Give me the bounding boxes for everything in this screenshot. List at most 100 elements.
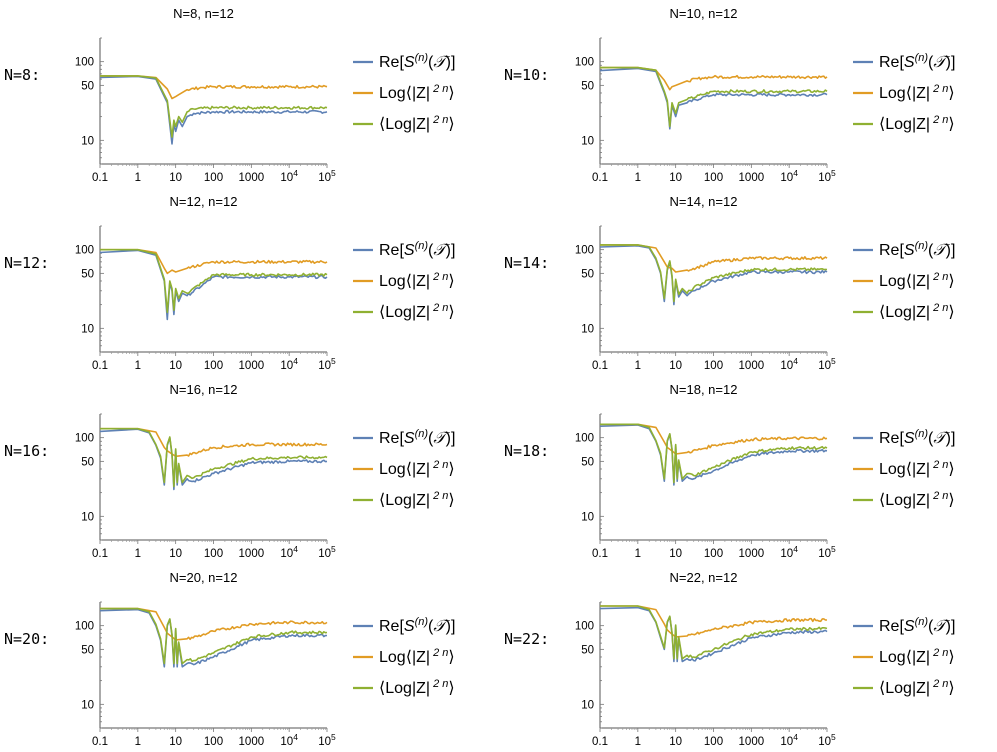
x-tick-label: 1000 xyxy=(239,360,265,372)
x-tick-label: 1 xyxy=(135,172,141,184)
legend-label: ⟨Log|Z| 2 n⟩ xyxy=(379,490,455,509)
x-tick-label: 100 xyxy=(204,360,223,372)
y-tick-label: 10 xyxy=(581,699,594,711)
x-tick-label: 100 xyxy=(204,736,223,748)
legend-label: Log⟨|Z| 2 n⟩ xyxy=(379,459,455,478)
series-line-mean_log xyxy=(600,66,828,128)
x-tick-label: 104 xyxy=(780,168,798,184)
x-tick-label: 100 xyxy=(704,360,723,372)
x-tick-label: 0.1 xyxy=(592,360,608,372)
x-tick-label: 105 xyxy=(318,544,336,560)
x-tick-label: 0.1 xyxy=(592,736,608,748)
series-line-re xyxy=(99,75,328,145)
x-tick-label: 104 xyxy=(280,168,298,184)
series-line-log_mean xyxy=(600,66,828,91)
x-tick-label: 0.1 xyxy=(92,360,108,372)
series-line-mean_log xyxy=(100,75,328,138)
x-tick-label: 1000 xyxy=(239,736,265,748)
x-tick-label: 105 xyxy=(318,168,336,184)
legend-label: Log⟨|Z| 2 n⟩ xyxy=(879,459,955,478)
series-line-log_mean xyxy=(100,607,328,641)
legend-label: Re[S(n)(𝒯)] xyxy=(879,52,955,71)
y-tick-label: 100 xyxy=(575,621,594,633)
x-tick-label: 1000 xyxy=(739,548,765,560)
x-tick-label: 1 xyxy=(635,360,641,372)
x-tick-label: 105 xyxy=(318,732,336,748)
y-tick-label: 100 xyxy=(575,433,594,445)
x-tick-label: 100 xyxy=(704,172,723,184)
x-tick-label: 104 xyxy=(280,356,298,372)
y-tick-label: 10 xyxy=(581,135,594,147)
x-tick-label: 10 xyxy=(169,736,182,748)
x-tick-label: 104 xyxy=(280,732,298,748)
x-tick-label: 10 xyxy=(669,548,682,560)
chart-panel: N=14: N=14, n=12 10 50 100 0.1 1 10 100 1000 104 10… xyxy=(504,194,955,372)
y-tick-label: 100 xyxy=(75,245,94,257)
x-tick-label: 1 xyxy=(135,360,141,372)
x-tick-label: 104 xyxy=(280,544,298,560)
y-tick-label: 50 xyxy=(581,456,594,468)
chart-panel: N=10: N=10, n=12 10 50 100 0.1 1 10 100 1000 104 10… xyxy=(504,6,955,184)
y-tick-label: 10 xyxy=(581,323,594,335)
row-label: N=22: xyxy=(504,630,549,648)
chart-title: N=14, n=12 xyxy=(670,194,738,209)
chart-panel: N=18: N=18, n=12 10 50 100 0.1 1 10 100 1000 104 10… xyxy=(504,382,955,560)
y-tick-label: 50 xyxy=(81,80,94,92)
y-tick-label: 10 xyxy=(81,323,94,335)
x-tick-label: 1 xyxy=(135,548,141,560)
y-tick-label: 100 xyxy=(575,245,594,257)
legend-label: ⟨Log|Z| 2 n⟩ xyxy=(879,678,955,697)
y-tick-label: 50 xyxy=(81,456,94,468)
series-line-mean_log xyxy=(100,607,328,665)
legend-label: ⟨Log|Z| 2 n⟩ xyxy=(379,678,455,697)
legend-label: Re[S(n)(𝒯)] xyxy=(379,240,455,259)
chart-title: N=12, n=12 xyxy=(170,194,238,209)
legend-label: Re[S(n)(𝒯)] xyxy=(379,428,455,447)
y-tick-label: 100 xyxy=(75,621,94,633)
y-tick-label: 10 xyxy=(81,135,94,147)
y-tick-label: 50 xyxy=(81,644,94,656)
x-tick-label: 1 xyxy=(635,736,641,748)
x-tick-label: 1000 xyxy=(739,172,765,184)
series-line-mean_log xyxy=(100,248,328,314)
series-line-log_mean xyxy=(600,244,828,273)
series-line-mean_log xyxy=(100,427,328,488)
series-line-log_mean xyxy=(100,248,328,275)
series-line-re xyxy=(99,249,328,321)
legend-label: Log⟨|Z| 2 n⟩ xyxy=(879,83,955,102)
series-line-log_mean xyxy=(100,427,328,458)
x-tick-label: 0.1 xyxy=(592,172,608,184)
x-tick-label: 10 xyxy=(169,548,182,560)
x-tick-label: 104 xyxy=(780,356,798,372)
legend-label: Log⟨|Z| 2 n⟩ xyxy=(379,271,455,290)
series-line-re xyxy=(99,608,328,668)
x-tick-label: 105 xyxy=(318,356,336,372)
series-line-re xyxy=(599,424,828,486)
row-label: N=20: xyxy=(4,630,49,648)
series-line-re xyxy=(99,428,328,491)
legend-label: Re[S(n)(𝒯)] xyxy=(879,428,955,447)
x-tick-label: 0.1 xyxy=(92,172,108,184)
legend-label: Log⟨|Z| 2 n⟩ xyxy=(879,271,955,290)
chart-panel: N=20: N=20, n=12 10 50 100 0.1 1 10 100 1000 104 10… xyxy=(4,570,455,748)
x-tick-label: 1 xyxy=(135,736,141,748)
row-label: N=10: xyxy=(504,66,549,84)
legend-label: ⟨Log|Z| 2 n⟩ xyxy=(879,302,955,321)
x-tick-label: 0.1 xyxy=(592,548,608,560)
x-tick-label: 10 xyxy=(169,360,182,372)
legend-label: ⟨Log|Z| 2 n⟩ xyxy=(879,114,955,133)
chart-title: N=16, n=12 xyxy=(170,382,238,397)
legend-label: Re[S(n)(𝒯)] xyxy=(879,240,955,259)
row-label: N=8: xyxy=(4,66,40,84)
x-tick-label: 0.1 xyxy=(92,736,108,748)
legend-label: Log⟨|Z| 2 n⟩ xyxy=(879,647,955,666)
x-tick-label: 104 xyxy=(780,732,798,748)
legend-label: Log⟨|Z| 2 n⟩ xyxy=(379,83,455,102)
row-label: N=18: xyxy=(504,442,549,460)
y-tick-label: 10 xyxy=(81,699,94,711)
x-tick-label: 1000 xyxy=(239,548,265,560)
x-tick-label: 10 xyxy=(669,736,682,748)
legend-label: ⟨Log|Z| 2 n⟩ xyxy=(879,490,955,509)
y-tick-label: 100 xyxy=(75,433,94,445)
